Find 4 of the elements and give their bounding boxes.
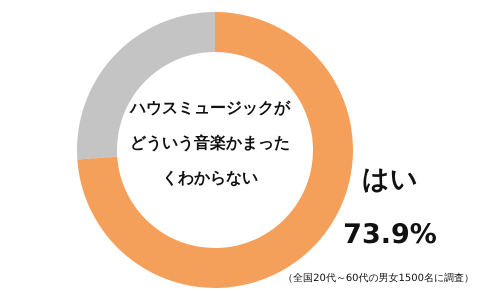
slice-label: はい <box>361 163 419 197</box>
data-label: 73.9% <box>342 218 438 252</box>
text: ハウスミュージックがどういう音楽かまったくわからない <box>128 97 292 189</box>
text: （全国20代～60代の男女1500名に調査） <box>283 272 474 285</box>
